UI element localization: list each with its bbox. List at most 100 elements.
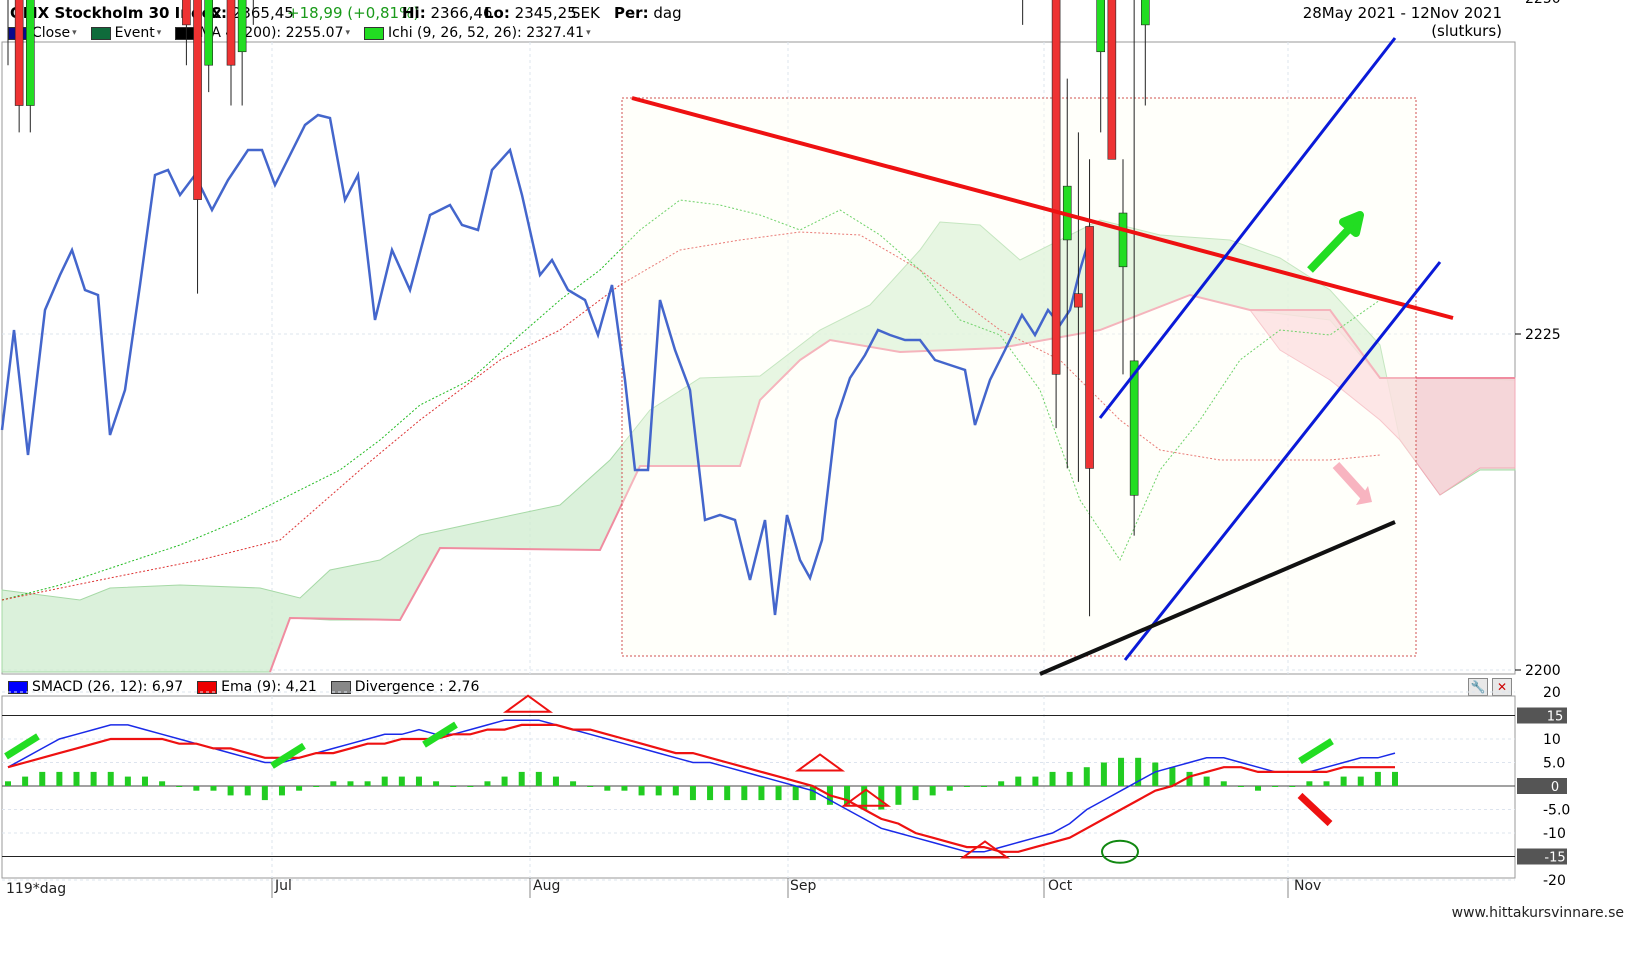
divergence-bar	[1272, 786, 1279, 787]
date-note: (slutkurs)	[1431, 22, 1502, 40]
high-value: 2366,46	[430, 4, 493, 22]
divergence-bar	[861, 786, 868, 810]
chevron-down-icon: ▾	[156, 28, 162, 38]
candle-body	[182, 0, 191, 26]
down-arrow-pink-head	[1356, 486, 1372, 505]
price-tick-label: 2200	[1525, 663, 1561, 679]
divergence-bar	[775, 786, 782, 801]
currency-label: SEK	[571, 4, 600, 22]
up-arrow-green-small	[270, 742, 306, 769]
divergence-bar	[1255, 786, 1262, 791]
divergence-bar	[313, 786, 320, 787]
up-arrow-green-small	[422, 721, 458, 748]
month-label-jul: Jul	[275, 878, 292, 894]
legend-smacd[interactable]: SMACD (26, 12): 6,97	[8, 679, 183, 695]
legend-divergence-label: Divergence : 2,76	[354, 679, 480, 695]
divergence-bar	[1357, 776, 1364, 786]
legend-event-label: Event	[114, 25, 155, 41]
divergence-bar	[672, 786, 679, 796]
range-box	[621, 97, 1417, 657]
divergence-bar	[912, 786, 919, 801]
divergence-bar	[929, 786, 936, 796]
senkou-line	[1, 231, 1381, 601]
close-price-line	[0, 113, 1094, 616]
divergence-bar	[141, 776, 148, 786]
divergence-bar	[227, 786, 234, 796]
candle-body	[1085, 226, 1094, 469]
signal-triangle	[840, 788, 892, 807]
divergence-bar	[193, 786, 200, 791]
high-info: Hi: 2366,46	[402, 4, 493, 22]
legend-ema[interactable]: Ema (9): 4,21	[197, 679, 317, 695]
divergence-bar	[484, 781, 491, 786]
divergence-bar	[107, 771, 114, 786]
legend-ichi-label: Ichi (9, 26, 52, 26): 2327.41	[388, 25, 585, 41]
divergence-bar	[278, 786, 285, 796]
divergence-bar	[296, 786, 303, 791]
legend-event[interactable]: Event ▾	[90, 25, 162, 41]
divergence-bar	[655, 786, 662, 796]
legend-ichi[interactable]: Ichi (9, 26, 52, 26): 2327.41 ▾	[364, 25, 591, 41]
divergence-bar	[1049, 771, 1056, 786]
period-tag: 119*dag	[6, 881, 67, 897]
watermark: www.hittakursvinnare.se	[1451, 905, 1624, 921]
divergence-bar	[176, 786, 183, 787]
candle-body	[14, 0, 24, 106]
divergence-bar	[1135, 757, 1142, 786]
divergence-bar	[638, 786, 645, 796]
legend-ma[interactable]: MA 4 (200): 2255.07 ▾	[175, 25, 350, 41]
period-info: Per: dag	[614, 4, 682, 22]
divergence-bar	[1289, 786, 1296, 787]
divergence-bar	[1237, 786, 1244, 787]
divergence-bar	[707, 786, 714, 801]
divergence-bar	[364, 781, 371, 786]
divergence-bar	[450, 786, 457, 787]
indicator-tick-label: -10	[1543, 826, 1566, 842]
ma200-line	[1039, 520, 1396, 676]
candle-body	[1129, 360, 1139, 496]
price-tick-label: 2225	[1525, 327, 1561, 343]
indicator-tick-label: 20	[1543, 685, 1561, 701]
indicator-tick-label: 5.0	[1543, 756, 1565, 772]
divergence-bar	[501, 776, 508, 786]
candle-body	[1141, 0, 1150, 26]
level-badge	[1517, 848, 1567, 865]
candle-body	[193, 0, 202, 200]
crossover-circle	[1101, 839, 1139, 864]
divergence-bar	[895, 786, 902, 805]
legend-smacd-label: SMACD (26, 12): 6,97	[32, 679, 184, 695]
indicator-tick-label: 10	[1543, 732, 1561, 748]
smacd-line	[7, 719, 1396, 853]
chevron-down-icon: ▾	[586, 28, 591, 38]
divergence-bar	[1066, 771, 1073, 786]
low-value: 2345,25	[514, 4, 577, 22]
chevron-down-icon: ▾	[72, 28, 77, 38]
level-badge-label: 0	[1551, 780, 1559, 795]
divergence-bar	[552, 776, 559, 786]
divergence-bar	[398, 776, 405, 786]
divergence-bar	[5, 781, 11, 786]
divergence-bar	[90, 771, 97, 786]
divergence-bar	[998, 781, 1005, 786]
divergence-bar	[1015, 776, 1022, 786]
close-value: 2365,45	[231, 4, 294, 22]
level-badge-label: 15	[1547, 710, 1564, 725]
divergence-bar	[1032, 776, 1039, 786]
down-arrow-pink	[1332, 461, 1369, 501]
legend-divergence-swatch	[330, 680, 351, 694]
legend-ma-label: MA 4 (200): 2255.07	[199, 25, 344, 41]
divergence-bar	[1323, 781, 1330, 786]
candle-body	[204, 0, 213, 66]
channel-upper-line	[1098, 37, 1397, 419]
indicator-legend: SMACD (26, 12): 6,97 Ema (9): 4,21 Diver…	[8, 678, 493, 696]
divergence-bar	[433, 781, 440, 786]
divergence-bar	[261, 786, 268, 801]
downtrend-line-red	[631, 96, 1454, 320]
divergence-bar	[347, 781, 354, 786]
indicator-tick-label: -5.0	[1543, 803, 1570, 819]
legend-divergence[interactable]: Divergence : 2,76	[330, 679, 480, 695]
divergence-bar	[56, 771, 63, 786]
price-plot-area	[1, 41, 1516, 675]
legend-ema-label: Ema (9): 4,21	[221, 679, 317, 695]
